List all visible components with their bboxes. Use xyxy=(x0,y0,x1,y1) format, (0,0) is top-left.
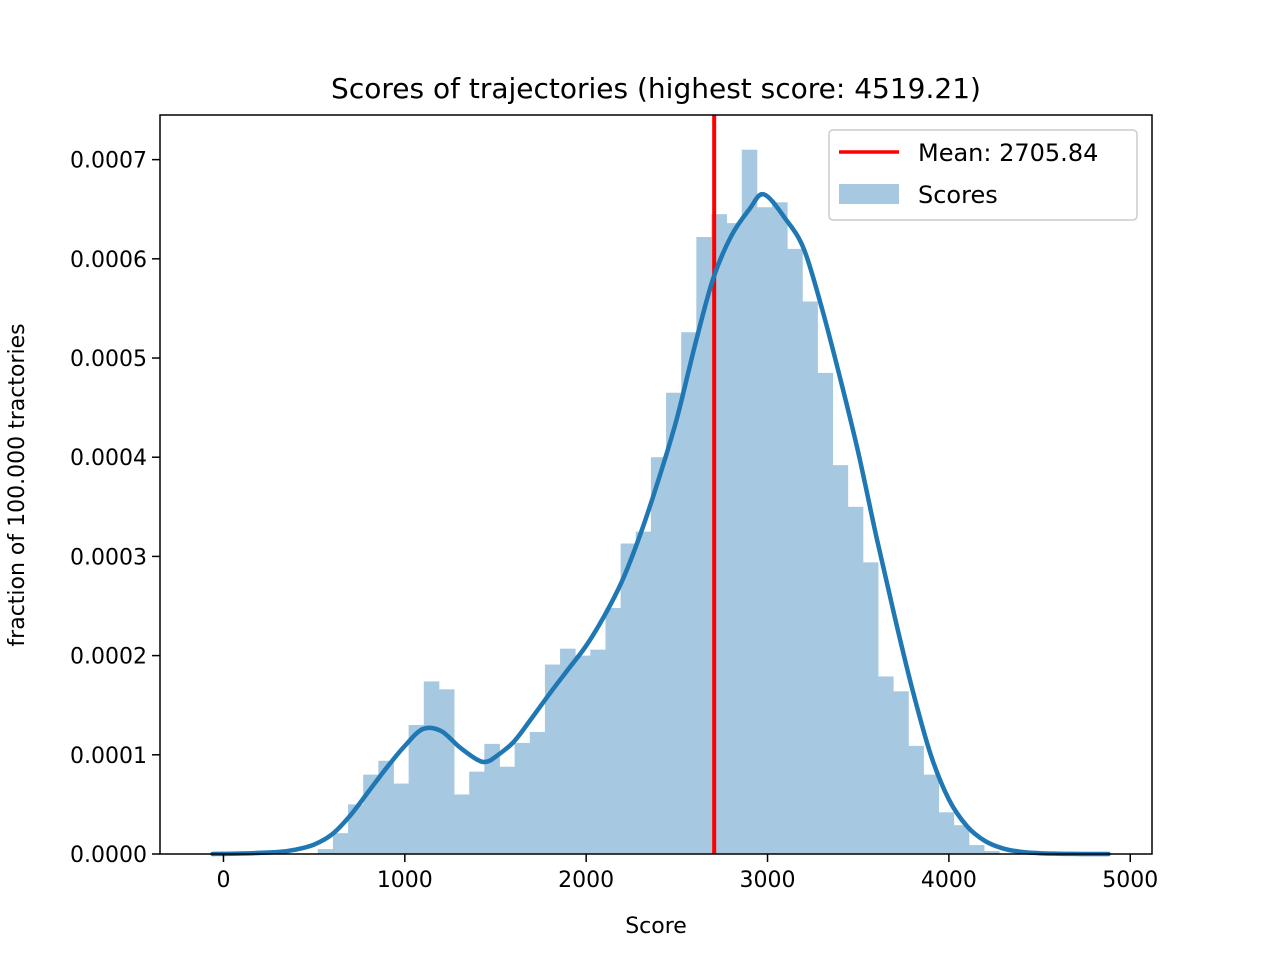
histogram-bar xyxy=(529,731,546,854)
kde-layer xyxy=(210,191,1111,857)
histogram-bar xyxy=(469,771,485,854)
histogram-bar xyxy=(332,833,349,854)
histogram-bar xyxy=(438,689,455,854)
histogram-bar xyxy=(681,332,697,854)
legend-scores-swatch xyxy=(839,184,899,204)
x-tick-label: 3000 xyxy=(740,868,796,893)
histogram-bar xyxy=(590,649,606,854)
histogram-bar xyxy=(893,691,909,854)
legend-scores-label: Scores xyxy=(918,181,998,209)
histogram-bar xyxy=(908,745,924,854)
histogram-bar xyxy=(499,766,516,854)
x-tick-label: 4000 xyxy=(921,868,977,893)
histogram-bar xyxy=(938,812,955,854)
histogram-bar xyxy=(666,392,682,854)
histogram-bar xyxy=(544,664,561,854)
histogram-bar xyxy=(726,223,743,854)
chart-title: Scores of trajectories (highest score: 4… xyxy=(331,72,981,105)
histogram-bar xyxy=(862,562,879,854)
histogram-bar xyxy=(923,774,940,854)
histogram-bars xyxy=(317,149,1000,855)
legend-mean-label: Mean: 2705.84 xyxy=(918,139,1098,167)
x-tick-label: 0 xyxy=(216,868,230,893)
histogram-bar xyxy=(423,681,440,854)
histogram-bar xyxy=(741,149,758,855)
histogram-bar xyxy=(787,248,803,854)
y-axis-ticks: 0.0000 0.0001 0.0002 0.0003 0.0004 0.0005 0.00… xyxy=(70,149,160,868)
histogram-bar xyxy=(560,648,576,854)
histogram-bar xyxy=(878,676,894,854)
x-tick-label: 2000 xyxy=(558,868,614,893)
histogram-bar xyxy=(772,202,788,855)
y-tick-label: 0.0006 xyxy=(70,248,147,273)
histogram-bar xyxy=(984,851,1000,854)
legend: Mean: 2705.84 Scores xyxy=(828,129,1138,221)
x-axis-label: Score xyxy=(625,914,687,939)
histogram-bar xyxy=(817,372,834,854)
histogram-bar xyxy=(514,742,531,854)
y-tick-label: 0.0002 xyxy=(70,645,147,670)
y-tick-label: 0.0000 xyxy=(70,843,147,868)
histogram-bar xyxy=(832,465,849,854)
x-tick-label: 1000 xyxy=(377,868,433,893)
histogram-bar xyxy=(696,237,712,854)
histogram-bar xyxy=(408,725,425,854)
histogram-bar xyxy=(756,207,773,854)
histogram-bar xyxy=(378,760,394,854)
histogram-bar xyxy=(620,543,637,854)
histogram-bar xyxy=(802,301,818,854)
histogram-bar xyxy=(847,506,864,854)
y-tick-label: 0.0005 xyxy=(70,347,147,372)
histogram-bar xyxy=(635,531,652,854)
y-tick-label: 0.0004 xyxy=(70,446,147,471)
histogram-bar xyxy=(968,845,985,854)
histogram-bar xyxy=(605,608,622,854)
histogram-bar xyxy=(393,783,410,854)
plot-frame xyxy=(159,114,1153,855)
legend-box xyxy=(828,129,1138,221)
y-tick-label: 0.0001 xyxy=(70,744,147,769)
x-axis-ticks: 0 1000 2000 3000 4000 5000 xyxy=(216,854,1158,893)
y-tick-label: 0.0003 xyxy=(70,545,147,570)
histogram-bar xyxy=(575,655,591,854)
histogram-bar xyxy=(454,794,470,854)
y-tick-label: 0.0007 xyxy=(70,149,147,174)
y-axis-label: fraction of 100.000 tractories xyxy=(5,323,30,646)
histogram-bar xyxy=(650,457,667,854)
histogram-bar xyxy=(317,849,334,854)
histogram-bar xyxy=(484,743,500,854)
x-tick-label: 5000 xyxy=(1102,868,1158,893)
histogram-bar xyxy=(953,825,970,854)
kde-curve xyxy=(210,191,1111,857)
